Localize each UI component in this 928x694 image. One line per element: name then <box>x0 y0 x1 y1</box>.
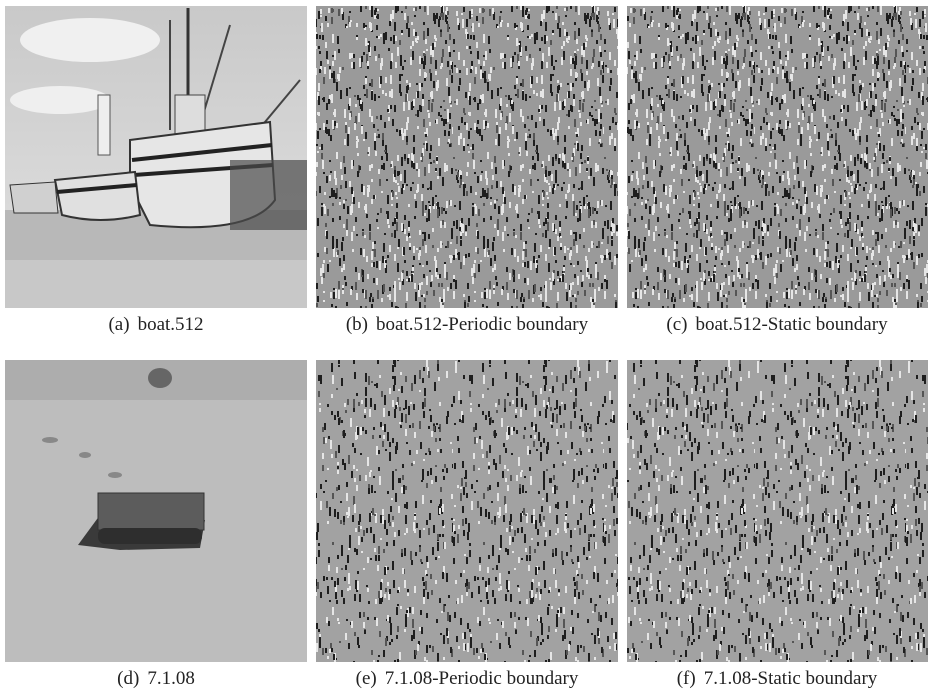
tank-image <box>5 360 307 662</box>
cloud <box>20 18 160 62</box>
caption: (a) boat.512 <box>108 314 203 335</box>
bush <box>148 368 172 388</box>
noise-image <box>316 6 618 308</box>
panel-label: (b) <box>346 314 368 335</box>
panel-caption: boat.512-Periodic boundary <box>376 314 589 335</box>
boat-image <box>5 6 307 308</box>
caption: (c) boat.512-Static boundary <box>666 314 888 335</box>
noise-image <box>316 360 618 662</box>
panel-caption: boat.512-Static boundary <box>696 314 889 335</box>
rock <box>108 472 122 478</box>
caption: (e) 7.1.08-Periodic boundary <box>356 668 579 689</box>
panel-label: (e) <box>356 668 377 689</box>
panel-label: (c) <box>666 314 687 335</box>
ground <box>5 260 307 308</box>
hull <box>10 182 58 213</box>
noise-image <box>627 6 928 308</box>
panel-label: (a) <box>108 314 129 335</box>
cabin <box>175 95 205 135</box>
panel-caption: boat.512 <box>138 314 204 335</box>
rock <box>79 452 91 458</box>
lighthouse <box>98 95 110 155</box>
shadow <box>230 160 307 230</box>
panel-label: (f) <box>677 668 696 689</box>
caption: (f) 7.1.08-Static boundary <box>677 668 878 689</box>
panel-caption: 7.1.08 <box>147 668 195 689</box>
noise-image <box>627 360 928 662</box>
tank-track <box>98 528 202 544</box>
hull <box>55 172 140 220</box>
caption: (b) boat.512-Periodic boundary <box>346 314 589 335</box>
cloud <box>10 86 110 114</box>
rock <box>42 437 58 443</box>
panel-caption: 7.1.08-Static boundary <box>704 668 878 689</box>
panel-caption: 7.1.08-Periodic boundary <box>385 668 579 689</box>
panel-label: (d) <box>117 668 139 689</box>
caption: (d) 7.1.08 <box>117 668 195 689</box>
tank-body <box>98 493 204 530</box>
figure: (a) boat.512 (b) boat.512-Periodic boundary… <box>0 0 928 694</box>
